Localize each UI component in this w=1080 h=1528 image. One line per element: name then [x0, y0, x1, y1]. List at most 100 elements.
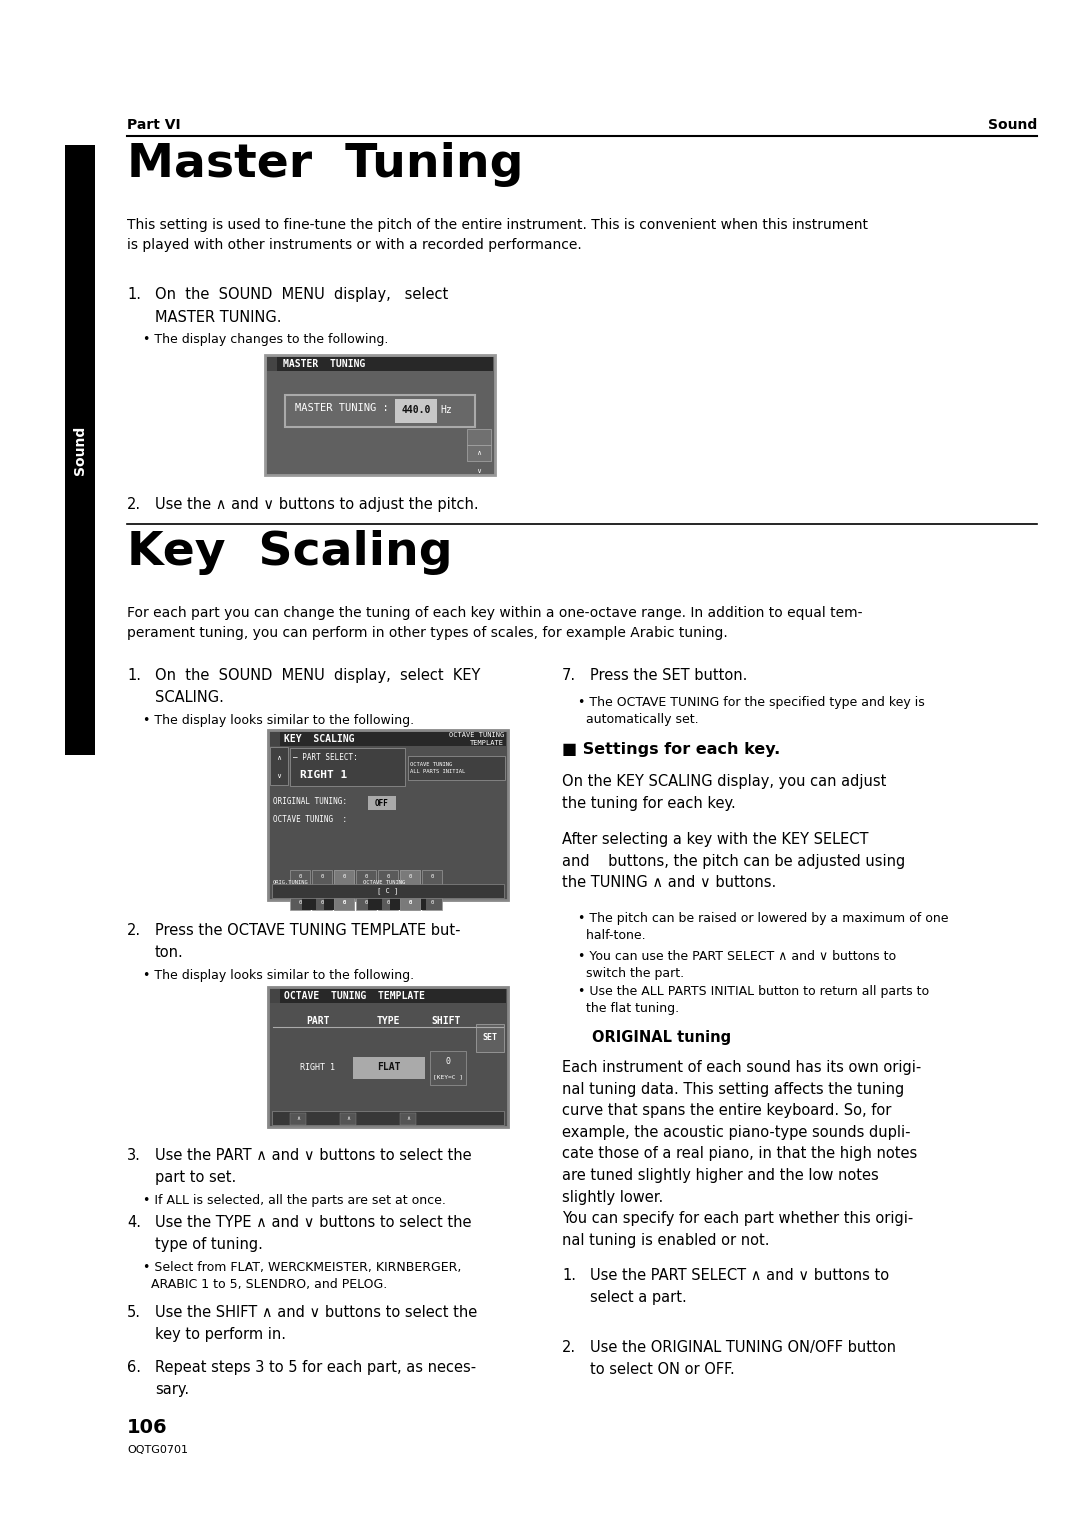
Text: OCTAVE TUNING
TEMPLATE: OCTAVE TUNING TEMPLATE: [449, 732, 504, 746]
Text: ∨: ∨: [276, 773, 282, 779]
Bar: [368, 796, 396, 810]
Bar: [267, 358, 276, 371]
Text: SHIFT: SHIFT: [431, 1016, 461, 1025]
Text: 0: 0: [408, 900, 411, 905]
Text: 2.: 2.: [562, 1340, 576, 1355]
Bar: [270, 989, 507, 1002]
Text: 106: 106: [127, 1418, 167, 1436]
Text: • The display looks similar to the following.: • The display looks similar to the follo…: [143, 714, 414, 727]
Text: Use the ∧ and ∨ buttons to adjust the pitch.: Use the ∧ and ∨ buttons to adjust the pi…: [156, 497, 478, 512]
Text: OFF: OFF: [375, 799, 389, 807]
Bar: [408, 756, 505, 779]
Text: 1.: 1.: [127, 668, 141, 683]
Text: 1.: 1.: [127, 287, 141, 303]
Text: OQTG0701: OQTG0701: [127, 1445, 188, 1455]
Text: 0: 0: [430, 900, 434, 905]
Text: ∧: ∧: [406, 1117, 410, 1122]
Text: Repeat steps 3 to 5 for each part, as neces-
sary.: Repeat steps 3 to 5 for each part, as ne…: [156, 1360, 476, 1397]
Bar: [270, 732, 280, 746]
Text: Press the SET button.: Press the SET button.: [590, 668, 747, 683]
Text: ORIGINAL TUNING:: ORIGINAL TUNING:: [273, 798, 347, 807]
Text: • The display changes to the following.: • The display changes to the following.: [143, 333, 389, 345]
Bar: [422, 869, 442, 911]
Text: ∧: ∧: [296, 1117, 300, 1122]
Bar: [285, 396, 475, 426]
Bar: [356, 869, 376, 911]
Text: ∧: ∧: [346, 1117, 350, 1122]
Text: ∨: ∨: [476, 468, 482, 474]
Text: MASTER  TUNING: MASTER TUNING: [283, 359, 365, 368]
Bar: [476, 1024, 504, 1051]
Text: 6.: 6.: [127, 1360, 141, 1375]
Bar: [270, 747, 288, 785]
Bar: [270, 732, 507, 746]
Text: • Select from FLAT, WERCKMEISTER, KIRNBERGER,
  ARABIC 1 to 5, SLENDRO, and PELO: • Select from FLAT, WERCKMEISTER, KIRNBE…: [143, 1261, 461, 1291]
Text: 0: 0: [342, 874, 346, 879]
Bar: [270, 989, 280, 1002]
Text: 440.0: 440.0: [402, 405, 431, 416]
Bar: [267, 358, 492, 371]
Bar: [353, 1057, 426, 1079]
Bar: [272, 1111, 504, 1125]
Text: 0: 0: [364, 874, 367, 879]
Bar: [268, 987, 508, 1128]
Text: Press the OCTAVE TUNING TEMPLATE but-
ton.: Press the OCTAVE TUNING TEMPLATE but- to…: [156, 923, 460, 960]
Text: ORIGINAL tuning: ORIGINAL tuning: [593, 1030, 731, 1045]
Text: [ C ]: [ C ]: [377, 888, 399, 894]
Bar: [324, 886, 338, 911]
Text: After selecting a key with the KEY SELECT
and    buttons, the pitch can be adjus: After selecting a key with the KEY SELEC…: [562, 833, 905, 891]
Text: Sound: Sound: [73, 425, 87, 475]
Bar: [265, 354, 495, 475]
Text: On  the  SOUND  MENU  display,   select: On the SOUND MENU display, select: [156, 287, 448, 303]
Text: MASTER TUNING :: MASTER TUNING :: [295, 403, 389, 413]
Text: Part VI: Part VI: [127, 118, 180, 131]
Text: • The OCTAVE TUNING for the specified type and key is
  automatically set.: • The OCTAVE TUNING for the specified ty…: [578, 695, 924, 726]
Bar: [400, 869, 420, 911]
Text: OCTAVE TUNING
ALL PARTS INITIAL: OCTAVE TUNING ALL PARTS INITIAL: [410, 762, 465, 773]
Text: 0: 0: [321, 874, 324, 879]
Text: For each part you can change the tuning of each key within a one-octave range. I: For each part you can change the tuning …: [127, 607, 863, 640]
Bar: [312, 869, 332, 911]
Text: 1.: 1.: [562, 1268, 576, 1284]
Text: Each instrument of each sound has its own origi-
nal tuning data. This setting a: Each instrument of each sound has its ow…: [562, 1060, 921, 1248]
Text: 0: 0: [298, 900, 301, 905]
Text: 3.: 3.: [127, 1148, 140, 1163]
Text: 2.: 2.: [127, 497, 141, 512]
Bar: [302, 886, 316, 911]
Bar: [378, 869, 399, 911]
Text: Hz: Hz: [440, 405, 451, 416]
Text: Sound: Sound: [988, 118, 1037, 131]
Text: 5.: 5.: [127, 1305, 141, 1320]
Text: Use the ORIGINAL TUNING ON/OFF button
to select ON or OFF.: Use the ORIGINAL TUNING ON/OFF button to…: [590, 1340, 896, 1377]
Text: Master  Tuning: Master Tuning: [127, 142, 524, 186]
Text: ∧: ∧: [276, 755, 282, 761]
Text: ∧: ∧: [476, 451, 482, 455]
Text: 0: 0: [430, 874, 434, 879]
Bar: [291, 869, 310, 911]
Text: Use the PART ∧ and ∨ buttons to select the
part to set.: Use the PART ∧ and ∨ buttons to select t…: [156, 1148, 472, 1184]
Text: Key  Scaling: Key Scaling: [127, 530, 453, 575]
Text: RIGHT 1: RIGHT 1: [300, 1062, 336, 1071]
Text: On the KEY SCALING display, you can adjust
the tuning for each key.: On the KEY SCALING display, you can adju…: [562, 775, 887, 810]
Text: This setting is used to fine-tune the pitch of the entire instrument. This is co: This setting is used to fine-tune the pi…: [127, 219, 868, 252]
Bar: [400, 1112, 416, 1125]
Text: ■ Settings for each key.: ■ Settings for each key.: [562, 743, 780, 756]
Text: 0: 0: [298, 874, 301, 879]
Text: KEY  SCALING: KEY SCALING: [284, 733, 354, 744]
Text: 0: 0: [321, 900, 324, 905]
Bar: [390, 886, 404, 911]
Text: SET: SET: [483, 1033, 498, 1042]
Text: • The pitch can be raised or lowered by a maximum of one
  half-tone.: • The pitch can be raised or lowered by …: [578, 912, 948, 941]
Text: OCTAVE  TUNING  TEMPLATE: OCTAVE TUNING TEMPLATE: [284, 992, 426, 1001]
Text: 4.: 4.: [127, 1215, 141, 1230]
Text: [KEY=C ]: [KEY=C ]: [433, 1074, 463, 1079]
Text: 2.: 2.: [127, 923, 141, 938]
Text: OCTAVE TUNING: OCTAVE TUNING: [363, 880, 405, 886]
Bar: [400, 869, 420, 911]
Text: 7.: 7.: [562, 668, 576, 683]
Bar: [334, 869, 354, 911]
Bar: [65, 145, 95, 755]
Text: TYPE: TYPE: [376, 1016, 400, 1025]
Bar: [291, 1112, 306, 1125]
Text: 0: 0: [446, 1056, 450, 1065]
